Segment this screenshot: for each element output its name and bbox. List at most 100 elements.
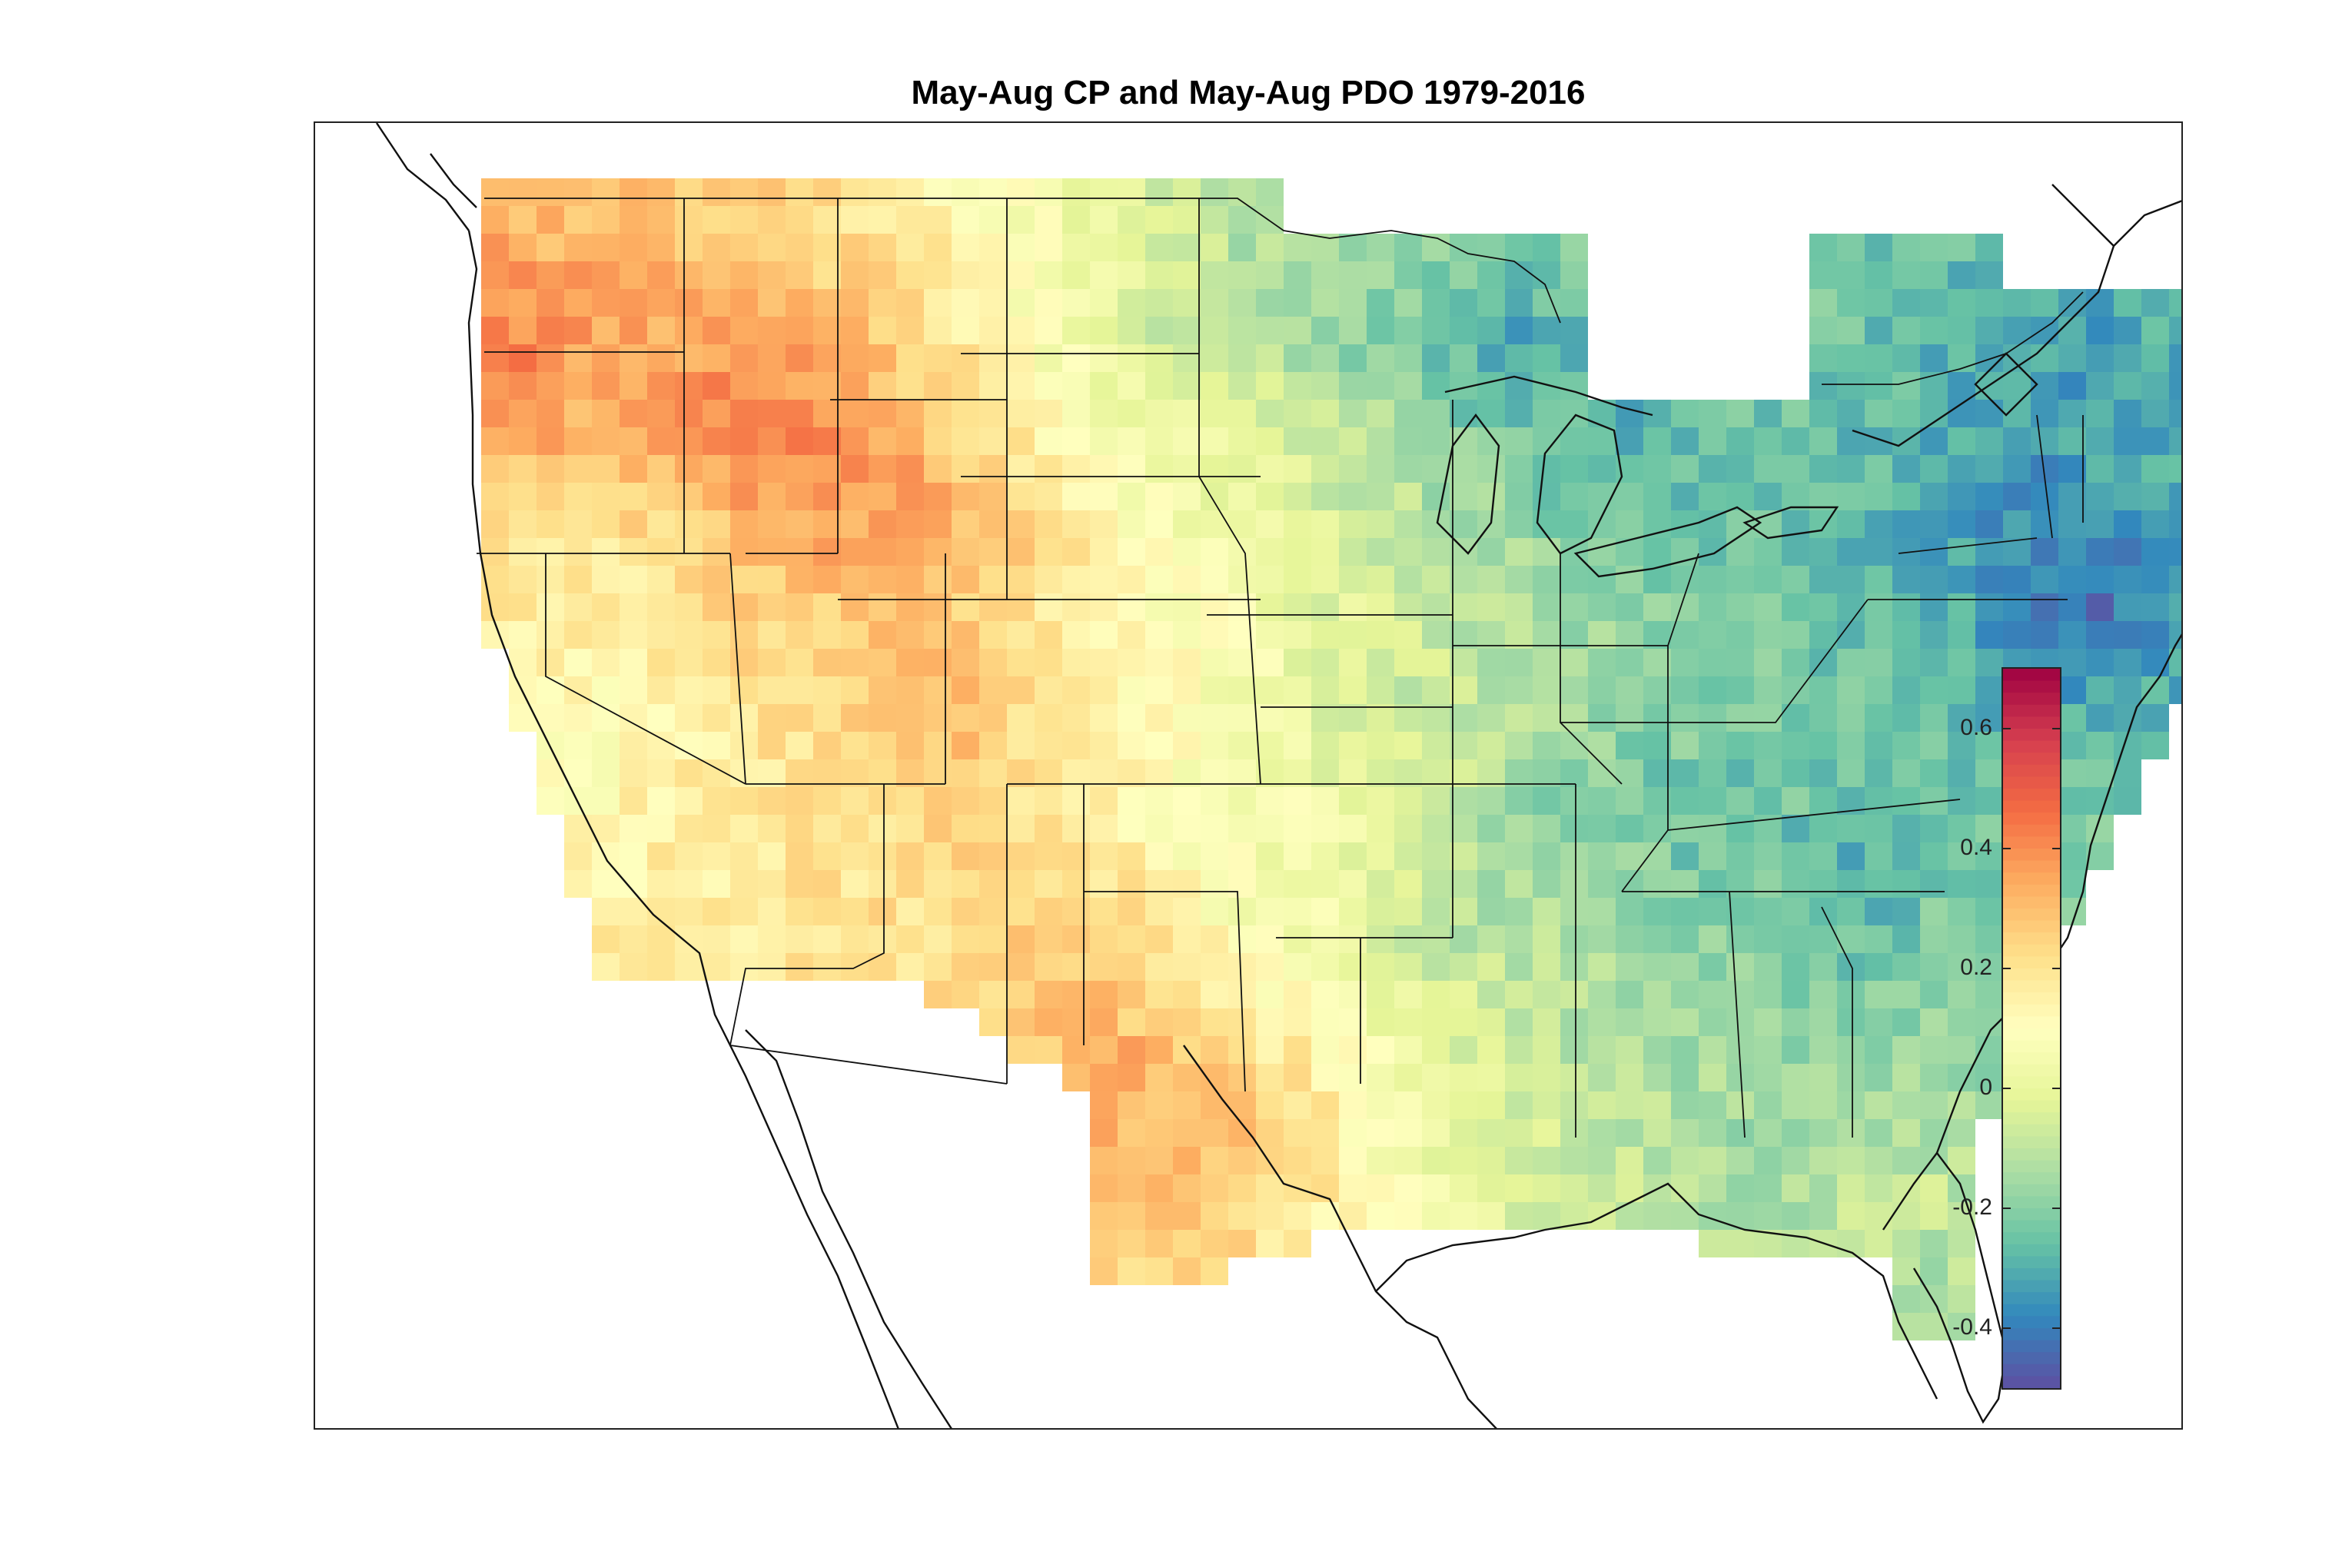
- grid-cell: [1367, 842, 1394, 870]
- grid-cell: [675, 953, 703, 981]
- grid-cell: [1699, 870, 1726, 898]
- grid-cell: [896, 289, 924, 317]
- grid-cell: [1062, 649, 1090, 676]
- grid-cell: [1367, 234, 1394, 261]
- grid-cell: [1450, 787, 1477, 815]
- grid-cell: [509, 593, 537, 621]
- grid-cell: [1090, 676, 1118, 704]
- grid-cell: [758, 676, 786, 704]
- grid-cell: [1062, 842, 1090, 870]
- grid-cell: [1284, 427, 1311, 455]
- grid-cell: [813, 234, 841, 261]
- grid-cell: [2169, 400, 2181, 427]
- grid-cell: [1533, 898, 1560, 925]
- grid-cell: [1533, 538, 1560, 566]
- grid-cell: [1339, 538, 1367, 566]
- grid-cell: [1726, 842, 1754, 870]
- grid-cell: [1920, 621, 1948, 649]
- grid-cell: [592, 206, 620, 234]
- grid-cell: [537, 427, 564, 455]
- grid-cell: [1892, 455, 1920, 483]
- grid-cell: [1726, 621, 1754, 649]
- grid-cell: [1837, 1119, 1865, 1147]
- grid-cell: [1865, 676, 1892, 704]
- grid-cell: [1865, 732, 1892, 759]
- grid-cell: [1228, 1147, 1256, 1174]
- grid-cell: [1588, 704, 1616, 732]
- grid-cell: [1201, 538, 1228, 566]
- grid-cell: [1754, 953, 1782, 981]
- grid-cell: [1837, 1202, 1865, 1230]
- grid-cell: [2114, 538, 2141, 566]
- grid-cell: [1173, 1064, 1201, 1091]
- grid-cell: [979, 842, 1007, 870]
- grid-cell: [1367, 261, 1394, 289]
- grid-cell: [730, 317, 758, 344]
- grid-cell: [1201, 787, 1228, 815]
- grid-cell: [509, 427, 537, 455]
- colorbar-step: [2003, 1244, 2060, 1257]
- grid-cell: [1892, 1147, 1920, 1174]
- grid-cell: [1284, 953, 1311, 981]
- grid-cell: [979, 234, 1007, 261]
- grid-cell: [1422, 759, 1450, 787]
- grid-cell: [1145, 704, 1173, 732]
- grid-cell: [1588, 925, 1616, 953]
- grid-cell: [1699, 759, 1726, 787]
- grid-cell: [1616, 483, 1643, 510]
- grid-cell: [896, 621, 924, 649]
- grid-cell: [869, 234, 896, 261]
- grid-cell: [1062, 870, 1090, 898]
- grid-cell: [1173, 1091, 1201, 1119]
- grid-cell: [1201, 344, 1228, 372]
- grid-cell: [1062, 898, 1090, 925]
- grid-cell: [1062, 704, 1090, 732]
- grid-cell: [1782, 925, 1809, 953]
- grid-cell: [1090, 1036, 1118, 1064]
- grid-cell: [841, 344, 869, 372]
- grid-cell: [786, 953, 813, 981]
- grid-cell: [647, 593, 675, 621]
- state-lines-east: [1453, 414, 2084, 1138]
- grid-cell: [758, 400, 786, 427]
- grid-cell: [1311, 1091, 1339, 1119]
- grid-cell: [1090, 1202, 1118, 1230]
- grid-cell: [1145, 1230, 1173, 1257]
- grid-cell: [1228, 1036, 1256, 1064]
- grid-cell: [924, 815, 952, 842]
- grid-cell: [1975, 510, 2003, 538]
- grid-cell: [1975, 759, 2003, 787]
- grid-cell: [758, 261, 786, 289]
- grid-cell: [1948, 344, 1975, 372]
- grid-cell: [1782, 649, 1809, 676]
- grid-cell: [1948, 870, 1975, 898]
- grid-cell: [1892, 372, 1920, 400]
- grid-cell: [1118, 1147, 1145, 1174]
- grid-cell: [1975, 953, 2003, 981]
- grid-cell: [1145, 317, 1173, 344]
- grid-cell: [730, 676, 758, 704]
- grid-cell: [1754, 981, 1782, 1008]
- grid-cell: [1560, 317, 1588, 344]
- grid-cell: [1450, 593, 1477, 621]
- grid-cell: [1062, 289, 1090, 317]
- grid-cell: [1616, 704, 1643, 732]
- grid-cell: [1367, 1036, 1394, 1064]
- grid-cell: [1201, 1091, 1228, 1119]
- grid-cell: [1311, 787, 1339, 815]
- grid-cell: [1422, 842, 1450, 870]
- grid-cell: [1809, 566, 1837, 593]
- grid-cell: [1256, 483, 1284, 510]
- grid-cell: [1643, 1008, 1671, 1036]
- grid-cell: [675, 759, 703, 787]
- colorbar-step: [2003, 1100, 2060, 1113]
- grid-cell: [1367, 1091, 1394, 1119]
- grid-cell: [1782, 815, 1809, 842]
- grid-cell: [1394, 621, 1422, 649]
- grid-cell: [1671, 400, 1699, 427]
- grid-cell: [1920, 704, 1948, 732]
- colorbar-step: [2003, 860, 2060, 873]
- grid-cell: [537, 621, 564, 649]
- grid-cell: [1422, 261, 1450, 289]
- grid-cell: [1643, 649, 1671, 676]
